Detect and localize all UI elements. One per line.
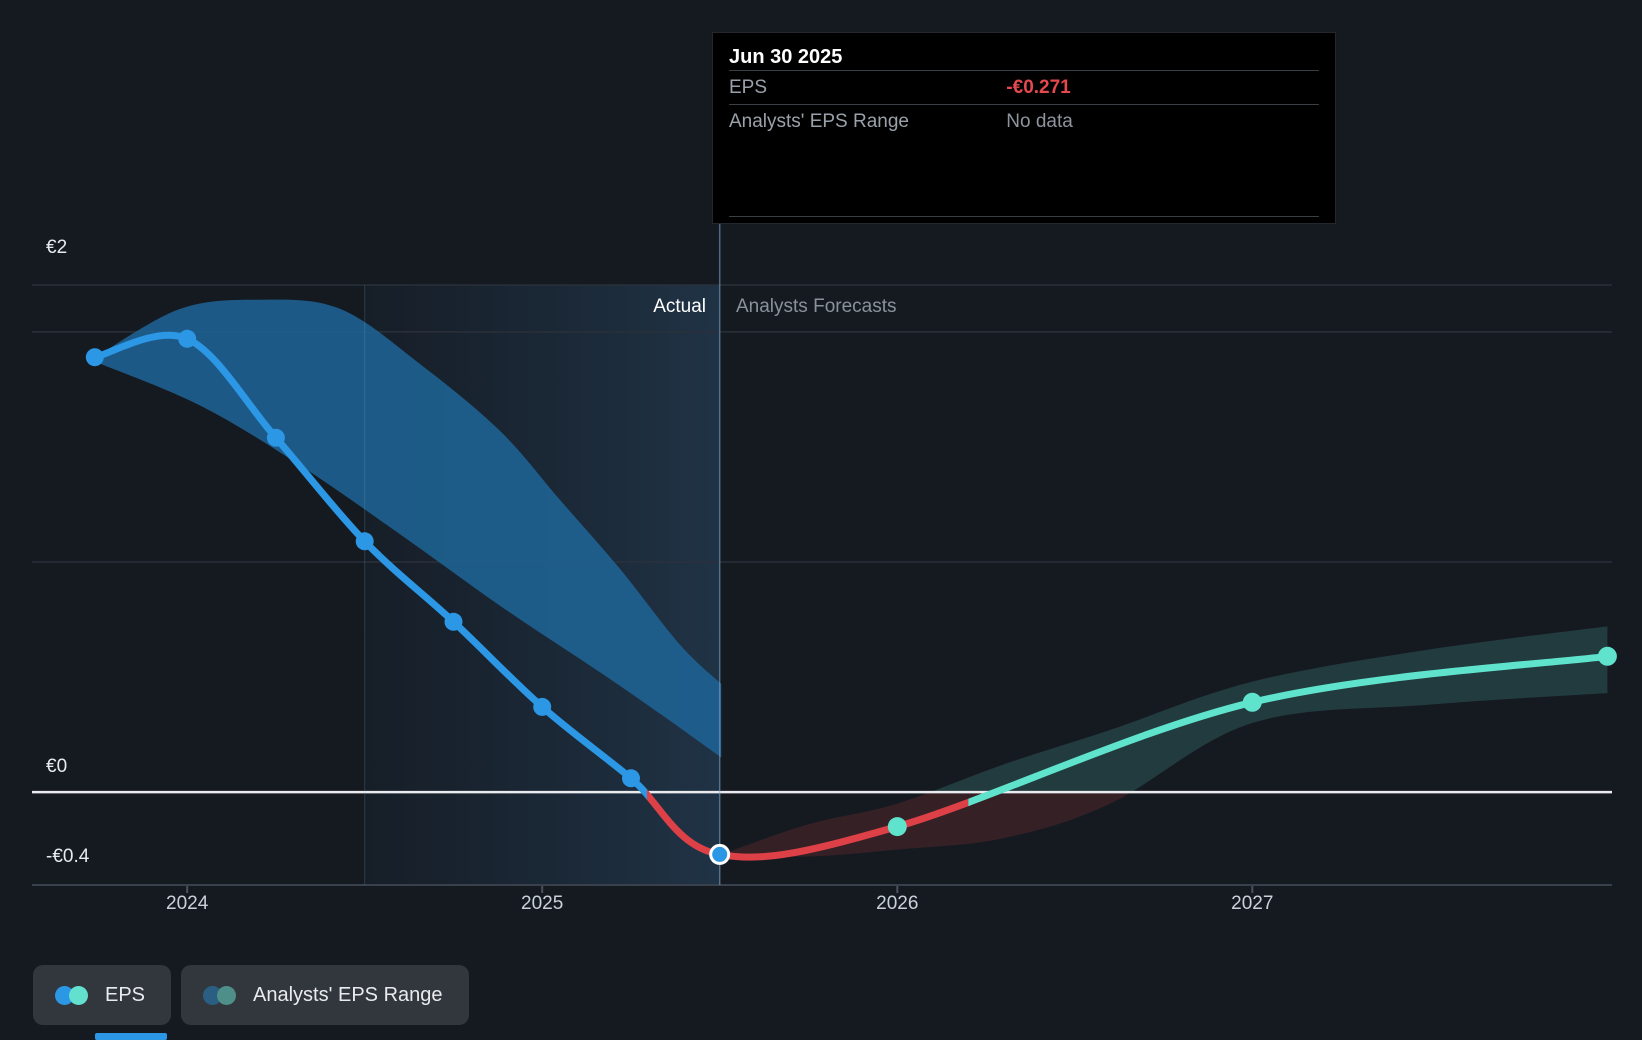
tooltip-range-label: Analysts' EPS Range (729, 110, 909, 132)
legend-item-eps-range[interactable]: Analysts' EPS Range (181, 965, 469, 1025)
x-axis-label: 2026 (876, 893, 919, 914)
eps-range-legend-swatch-icon (203, 985, 237, 1005)
actual-period-label: Actual (653, 296, 706, 317)
tooltip-eps-label: EPS (729, 76, 768, 98)
chart-tooltip: Jun 30 2025 EPS -€0.271 Analysts' EPS Ra… (712, 32, 1336, 224)
x-axis-label: 2027 (1231, 893, 1274, 914)
x-axis-label: 2024 (166, 893, 209, 914)
y-axis-label: €0 (46, 756, 68, 777)
x-axis-label: 2025 (521, 893, 564, 914)
tooltip-row-eps: EPS -€0.271 (729, 70, 1319, 104)
eps-range-swatch-teal (217, 985, 237, 1005)
legend-eps-label: EPS (105, 983, 146, 1006)
eps-legend-swatch-icon (55, 985, 88, 1005)
y-axis-label: -€0.4 (46, 846, 90, 867)
bottom-scrollbar-thumb[interactable] (95, 1033, 167, 1040)
tooltip-range-value: No data (1006, 110, 1073, 132)
eps-swatch-teal (69, 985, 88, 1005)
legend-item-eps[interactable]: EPS (33, 965, 172, 1025)
tooltip-date: Jun 30 2025 (729, 46, 843, 68)
tooltip-eps-value: -€0.271 (1006, 76, 1071, 98)
y-axis-label: €2 (46, 237, 68, 258)
legend-eps-range-label: Analysts' EPS Range (253, 983, 443, 1006)
tooltip-divider (729, 216, 1319, 217)
tooltip-row-range: Analysts' EPS Range No data (729, 104, 1319, 138)
chart-legend: EPS Analysts' EPS Range (33, 965, 469, 1025)
forecast-period-label: Analysts Forecasts (736, 296, 897, 317)
